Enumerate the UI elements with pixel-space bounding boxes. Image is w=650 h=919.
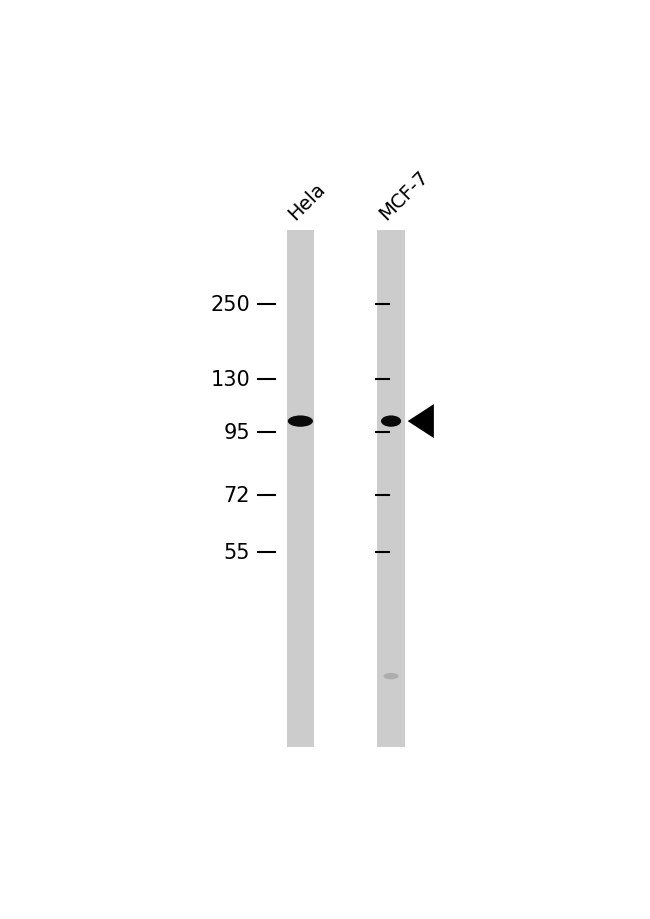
- Text: 55: 55: [224, 542, 250, 562]
- Polygon shape: [408, 404, 434, 438]
- Ellipse shape: [288, 416, 313, 427]
- Text: 72: 72: [224, 486, 250, 506]
- Text: MCF-7: MCF-7: [375, 167, 432, 223]
- Ellipse shape: [381, 416, 401, 427]
- Text: 130: 130: [210, 369, 250, 389]
- Bar: [377, 231, 405, 747]
- Text: 250: 250: [210, 295, 250, 315]
- Ellipse shape: [384, 674, 398, 679]
- Text: 95: 95: [224, 422, 250, 442]
- Bar: [287, 231, 314, 747]
- Text: Hela: Hela: [285, 179, 329, 223]
